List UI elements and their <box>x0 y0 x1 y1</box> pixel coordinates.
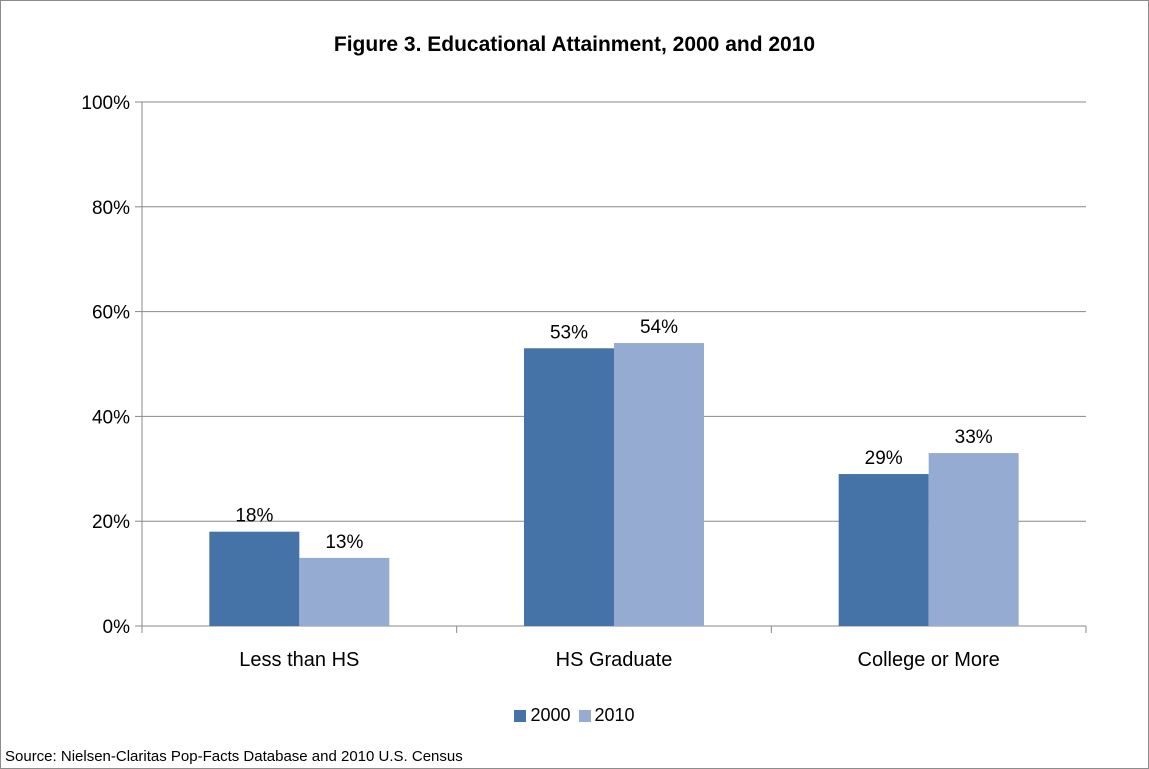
y-tick-label: 20% <box>92 512 130 533</box>
legend-swatch <box>578 709 591 722</box>
y-tick-label: 100% <box>81 93 130 114</box>
source-note: Source: Nielsen-Claritas Pop-Facts Datab… <box>5 748 463 765</box>
labels: 0% 20% 40% 60% 80% 100% 18% 13% Less than HS 53% 5… <box>81 93 999 671</box>
x-category-label: College or More <box>858 649 1000 671</box>
bar-2000 <box>209 531 300 626</box>
bar-2010 <box>614 343 704 626</box>
x-category-label: HS Graduate <box>556 649 673 671</box>
legend-item: 2000 <box>514 705 571 726</box>
data-label: 13% <box>325 532 363 553</box>
data-label: 29% <box>865 448 903 469</box>
y-tick-label: 40% <box>92 407 130 428</box>
chart-title: Figure 3. Educational Attainment, 2000 a… <box>333 33 816 56</box>
legend-item: 2010 <box>578 705 635 726</box>
bar-2010 <box>299 557 390 626</box>
x-category-label: Less than HS <box>239 649 359 671</box>
bar-2000 <box>524 348 614 626</box>
y-tick-label: 80% <box>92 198 130 219</box>
data-label: 18% <box>235 506 273 527</box>
y-tick-label: 60% <box>92 303 130 324</box>
legend: 2000 2010 <box>1 705 1148 727</box>
legend-swatch <box>514 709 527 722</box>
legend-label: 2000 <box>530 705 571 725</box>
bars <box>209 343 1019 626</box>
bar-2000 <box>838 474 929 626</box>
bar-2010 <box>928 453 1019 626</box>
y-tick-label: 0% <box>103 617 131 638</box>
legend-label: 2010 <box>594 705 635 725</box>
data-label: 33% <box>955 427 993 448</box>
data-label: 53% <box>550 322 588 343</box>
data-label: 54% <box>640 317 678 338</box>
